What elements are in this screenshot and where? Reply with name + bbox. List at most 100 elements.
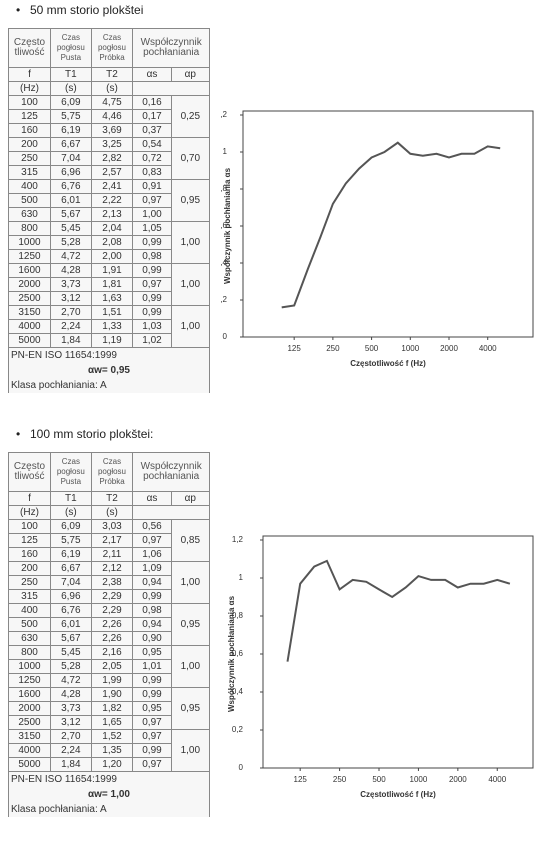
table-row: 400 6,76 2,29 0,98 0,95: [8, 603, 211, 646]
table-cell: 2,29: [90, 603, 134, 618]
table-row: f T1 T2 αs αp: [8, 491, 211, 506]
y-tick-label: 1,2: [232, 535, 244, 544]
table-cell: 500: [8, 617, 51, 632]
table-cell: 1,90: [90, 687, 134, 702]
table-row: 2000 3,73 1,82 0,95: [8, 701, 210, 716]
table-cell: (s): [49, 81, 92, 96]
table-cell: 1,03: [132, 319, 172, 334]
table-row: 1250 4,72 2,00 0,98: [8, 249, 210, 264]
y-tick-label: 0,2: [232, 725, 244, 734]
table-cell: 0,99: [132, 263, 172, 278]
table-cell: 0,99: [132, 743, 172, 758]
table-row: 3150 2,70 1,51 0,99 1,00: [8, 305, 211, 348]
table-cell: 0,95: [170, 603, 211, 646]
table-cell: 0,56: [132, 519, 172, 534]
table-cell: 2,11: [90, 547, 134, 562]
y-tick-label: 0,6: [220, 221, 228, 230]
table-cell: [132, 81, 210, 96]
table-cell: 2,38: [90, 575, 134, 590]
table-cell: 500: [8, 193, 51, 208]
table-cell: 6,96: [49, 165, 92, 180]
table-row: 800 5,45 2,16 0,95 1,00: [8, 645, 211, 688]
table-cell: 2,04: [90, 221, 134, 236]
table-cell: 6,01: [49, 193, 92, 208]
table-cell: 0,98: [132, 249, 172, 264]
table-row: PN-EN ISO 11654:1999: [8, 771, 210, 787]
table-cell: 1,84: [49, 333, 92, 348]
y-tick-label: 0,4: [232, 687, 244, 696]
table-cell: 0,72: [132, 151, 172, 166]
table-cell: Czas pogłosu Pusta: [49, 452, 92, 492]
table-cell: 0,95: [132, 645, 172, 660]
table-row: 1600 4,28 1,91 0,99 1,00: [8, 263, 211, 306]
table-cell: 1,33: [90, 319, 134, 334]
table-cell: 1600: [8, 263, 51, 278]
table-cell: 2500: [8, 291, 51, 306]
table-cell: 0,97: [132, 193, 172, 208]
x-tick-label: 500: [372, 775, 386, 784]
table-row: 630 5,67 2,13 1,00: [8, 207, 210, 222]
table-cell: αp: [170, 491, 211, 506]
table-cell: f: [8, 491, 51, 506]
data-line: [286, 559, 511, 662]
table-cell: 6,19: [49, 547, 92, 562]
table-cell: 125: [8, 533, 51, 548]
table-cell: 0,99: [132, 291, 172, 306]
table-cell: 2000: [8, 701, 51, 716]
table-row: 1250 4,72 1,99 0,99: [8, 673, 210, 688]
y-tick-label: 0: [239, 763, 244, 772]
table-cell: 5000: [8, 757, 51, 772]
table-row: Często tliwość Czas pogłosu Pusta Czas pog…: [8, 28, 210, 68]
y-tick-label: 0: [223, 332, 228, 341]
table-cell: 1,19: [90, 333, 134, 348]
table-cell: 1,52: [90, 729, 134, 744]
table-row: 800 5,45 2,04 1,05 1,00: [8, 221, 211, 264]
table-cell: 630: [8, 631, 51, 646]
table-cell: 125: [8, 109, 51, 124]
table-cell: 315: [8, 165, 51, 180]
table-cell: 0,97: [132, 277, 172, 292]
table-cell: 3,73: [49, 701, 92, 716]
y-tick-label: 0,4: [220, 258, 228, 267]
table-cell: 0,16: [132, 95, 172, 110]
table-cell: 0,95: [170, 179, 211, 222]
table-cell: 4000: [8, 743, 51, 758]
table-cell: 160: [8, 547, 51, 562]
table-cell: T1: [49, 491, 92, 506]
table-cell: 1000: [8, 659, 51, 674]
table-cell: 6,96: [49, 589, 92, 604]
table-cell: 7,04: [49, 151, 92, 166]
heading: 50 mm storio plokštei: [16, 3, 143, 17]
table-cell: 1,00: [170, 305, 211, 348]
table-cell: T1: [49, 67, 92, 82]
table-cell: 0,83: [132, 165, 172, 180]
table-cell: 315: [8, 589, 51, 604]
table-row: 1000 5,28 2,05 1,01: [8, 659, 210, 674]
table-cell: 1,20: [90, 757, 134, 772]
table-row: 160 6,19 2,11 1,06: [8, 547, 210, 562]
table-cell: 0,37: [132, 123, 172, 138]
table-cell: 0,90: [132, 631, 172, 646]
table-cell: 6,67: [49, 561, 92, 576]
table-cell: 0,97: [132, 533, 172, 548]
table-cell: 200: [8, 561, 51, 576]
table-cell: 6,19: [49, 123, 92, 138]
table-row: 500 6,01 2,22 0,97: [8, 193, 210, 208]
table-cell: 1,63: [90, 291, 134, 306]
table-cell: 2,05: [90, 659, 134, 674]
table-cell: 6,09: [49, 95, 92, 110]
table-cell: (s): [90, 505, 134, 520]
table-cell: 0,94: [132, 617, 172, 632]
data-line: [281, 141, 501, 309]
table-row: αw= 0,95: [8, 363, 210, 378]
table-cell: 2500: [8, 715, 51, 730]
plot-area: [262, 535, 534, 769]
table-cell: 1,02: [132, 333, 172, 348]
table-cell: 5,45: [49, 645, 92, 660]
table-cell: (Hz): [8, 505, 51, 520]
table-cell: T2: [90, 67, 134, 82]
table-row: 125 5,75 2,17 0,97: [8, 533, 210, 548]
x-tick-label: 125: [294, 775, 308, 784]
table-cell: 7,04: [49, 575, 92, 590]
table-cell: 2,24: [49, 743, 92, 758]
